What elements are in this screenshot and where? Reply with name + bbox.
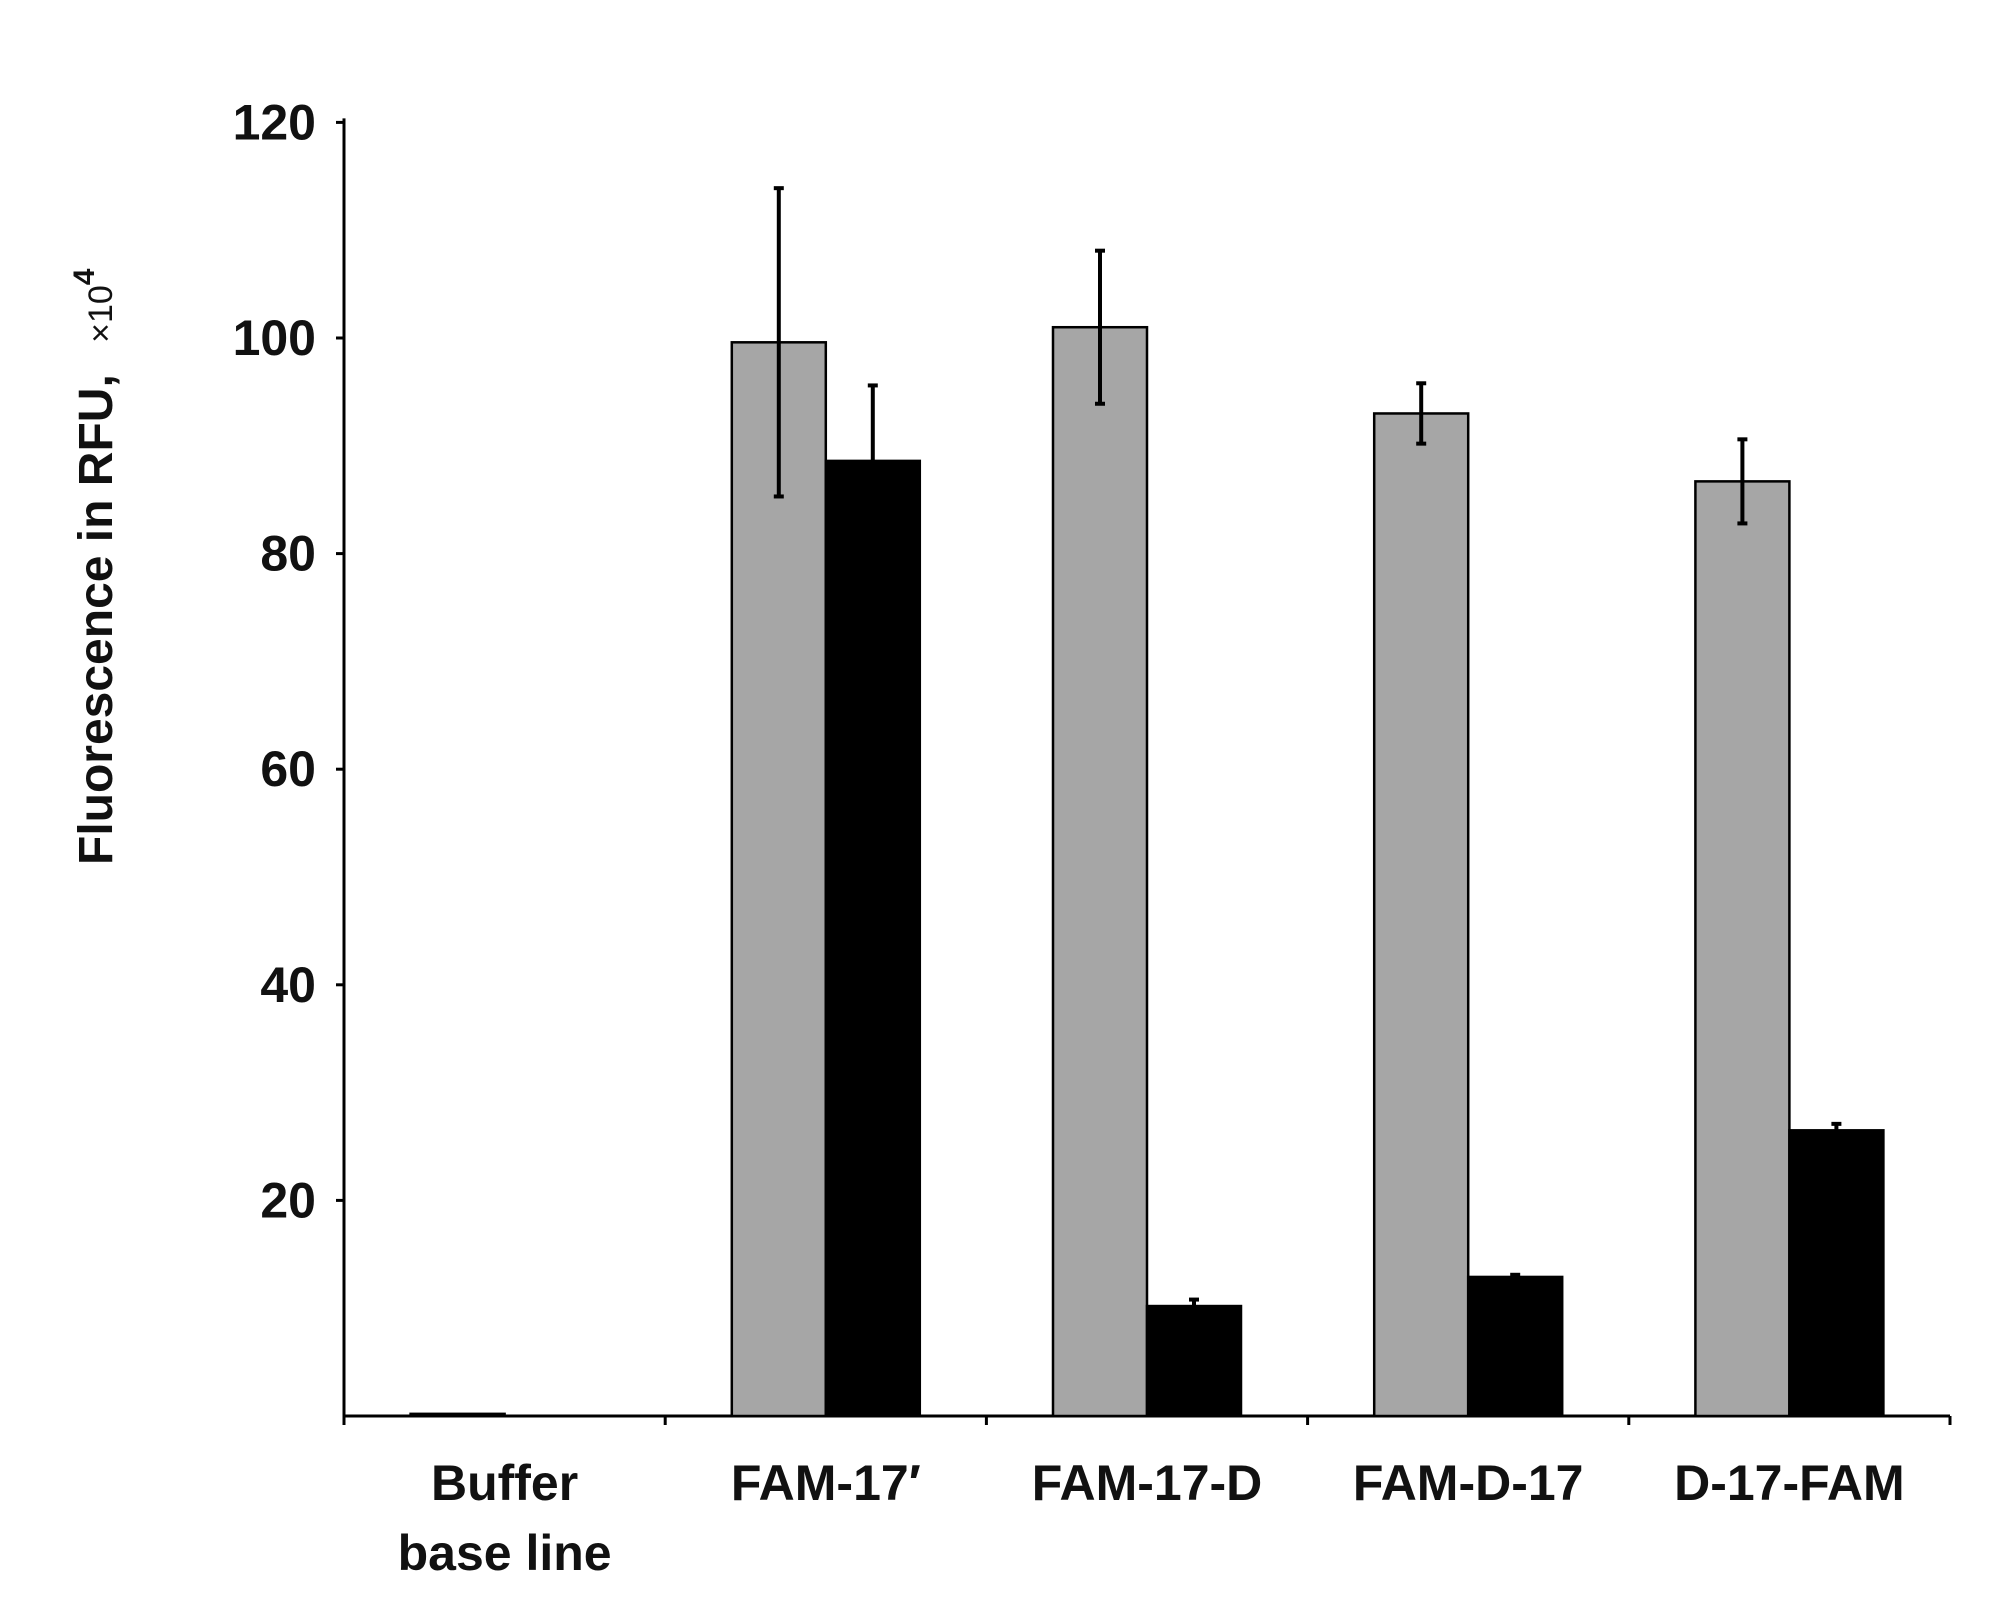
- bar-black-4: [1788, 1129, 1885, 1418]
- y-axis-title-unit: ×10: [82, 285, 120, 343]
- y-tick-label-40: 40: [260, 957, 316, 1013]
- x-category-label-0-1: base line: [398, 1525, 612, 1581]
- bar-black-2: [1145, 1304, 1243, 1418]
- bar-gray-0: [409, 1412, 506, 1418]
- bar-black-1: [824, 459, 922, 1418]
- bar-gray-2: [1051, 325, 1149, 1418]
- bar-black-3: [1466, 1275, 1564, 1418]
- bar-gray-3: [1372, 412, 1470, 1418]
- error-bars: [773, 186, 1842, 1315]
- x-category-label-0-0: Buffer: [431, 1455, 578, 1511]
- y-axis: 20 40 60 80 100 120: [233, 94, 346, 1416]
- y-tick-label-100: 100: [233, 310, 316, 366]
- y-tick-label-80: 80: [260, 526, 316, 582]
- x-category-label-4-0: D-17-FAM: [1674, 1455, 1905, 1511]
- y-tick-label-20: 20: [260, 1172, 316, 1228]
- bar-gray-4: [1694, 480, 1791, 1418]
- y-axis-title-main: Fluorescence in RFU,: [70, 374, 123, 865]
- x-category-label-2-0: FAM-17-D: [1032, 1455, 1263, 1511]
- x-category-label-3-0: FAM-D-17: [1353, 1455, 1584, 1511]
- y-axis-title-exponent: 4: [68, 268, 101, 285]
- y-tick-label-60: 60: [260, 741, 316, 797]
- y-tick-label-120: 120: [233, 94, 316, 150]
- bars: [409, 325, 1885, 1418]
- y-axis-title: Fluorescence in RFU, ×104: [68, 268, 123, 865]
- x-axis: Buffer base line FAM-17′ FAM-17-D FAM-D-17 D-…: [342, 1414, 1952, 1581]
- bar-gray-1: [730, 341, 828, 1418]
- x-category-label-1-0: FAM-17′: [731, 1455, 921, 1511]
